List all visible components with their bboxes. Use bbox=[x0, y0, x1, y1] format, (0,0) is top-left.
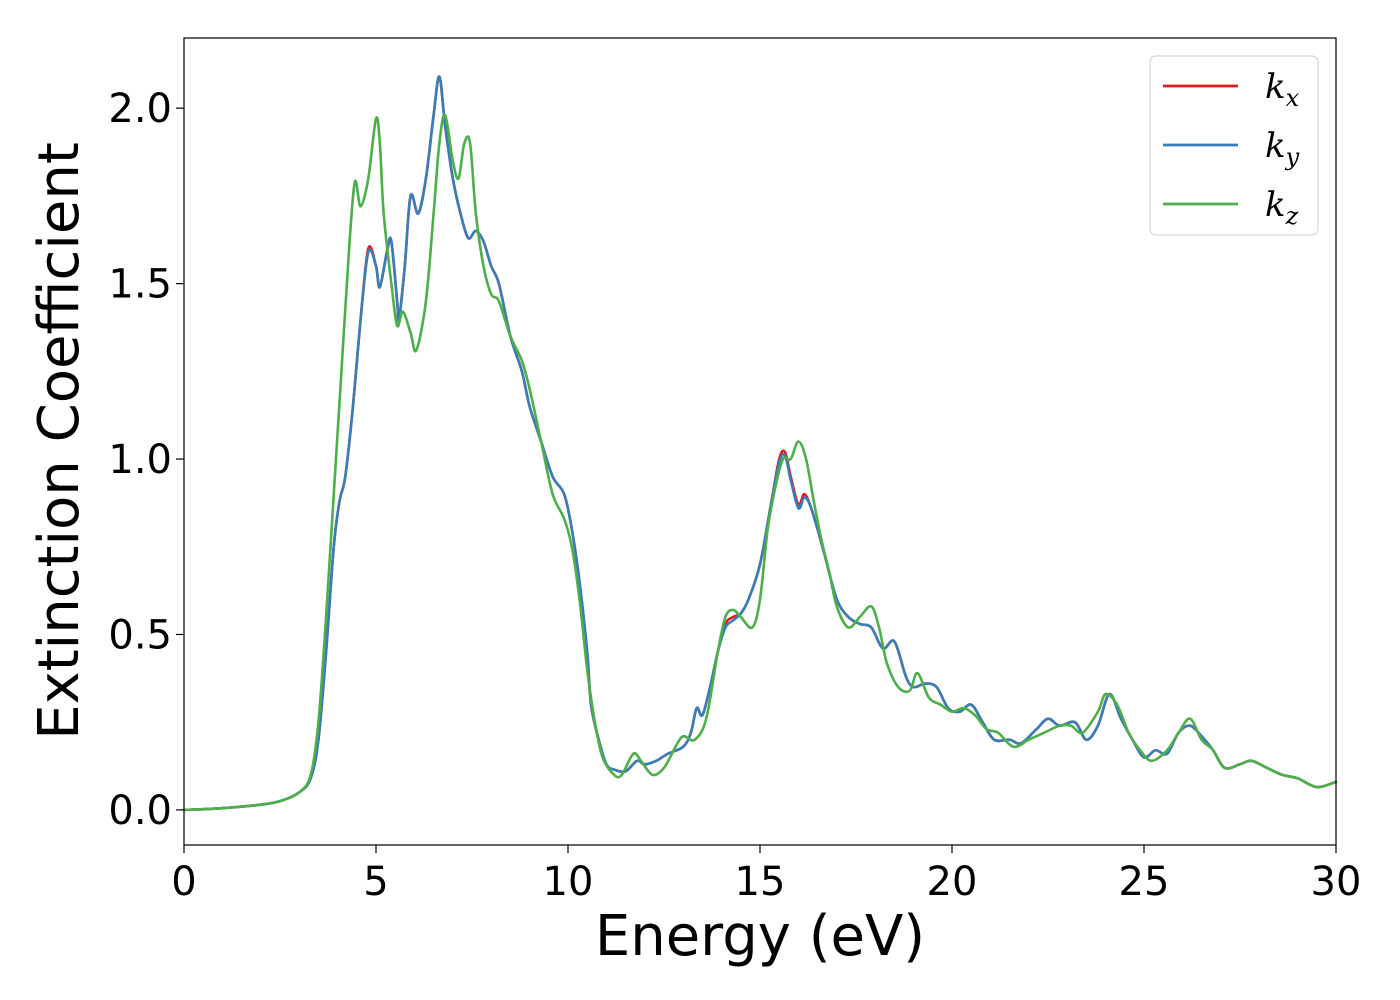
y-tick-label: 1.0 bbox=[108, 437, 172, 483]
x-axis-label: Energy (eV) bbox=[595, 904, 925, 969]
y-axis-ticks: 0.0 0.5 1.0 1.5 2.0 bbox=[108, 86, 184, 834]
y-tick-label: 1.5 bbox=[108, 262, 172, 308]
x-axis-ticks: 0 5 10 15 20 25 30 bbox=[171, 845, 1361, 905]
y-tick-label: 0.0 bbox=[108, 788, 172, 834]
x-tick-label: 30 bbox=[1311, 859, 1362, 905]
x-tick-label: 20 bbox=[927, 859, 978, 905]
plot-background bbox=[184, 38, 1336, 845]
y-tick-label: 0.5 bbox=[108, 612, 172, 658]
x-tick-label: 0 bbox=[171, 859, 196, 905]
series-line-k-z bbox=[182, 113, 1338, 812]
series-layer bbox=[182, 75, 1338, 812]
x-tick-label: 15 bbox=[735, 859, 786, 905]
x-tick-label: 10 bbox=[543, 859, 594, 905]
series-line-k-y bbox=[182, 75, 1338, 812]
x-tick-label: 5 bbox=[363, 859, 388, 905]
y-tick-label: 2.0 bbox=[108, 86, 172, 132]
y-axis-label: Extinction Coefficient bbox=[27, 142, 92, 740]
x-tick-label: 25 bbox=[1119, 859, 1170, 905]
